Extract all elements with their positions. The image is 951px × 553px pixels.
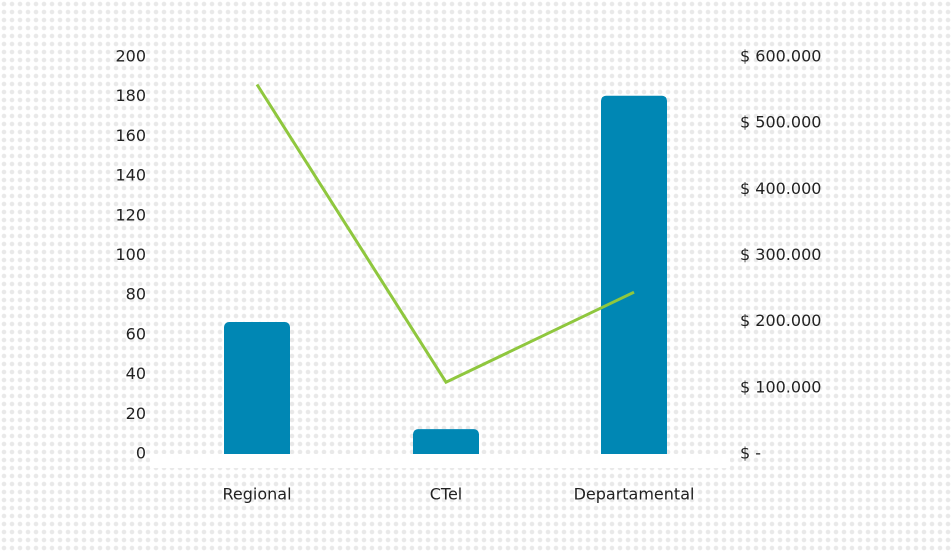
- y-right-tick-label: $ -: [740, 444, 761, 463]
- y-left-tick-label: 40: [126, 364, 146, 383]
- y-right-tick-label: $ 400.000: [740, 179, 821, 198]
- category-label: CTel: [430, 485, 463, 504]
- y-left-tick-label: 0: [136, 444, 146, 463]
- category-label: Departamental: [574, 485, 695, 504]
- y-left-tick-label: 100: [115, 245, 146, 264]
- bar: [224, 322, 290, 459]
- y-left-tick-label: 60: [126, 324, 146, 343]
- y-left-tick-label: 20: [126, 404, 146, 423]
- y-right-tick-label: $ 100.000: [740, 377, 821, 396]
- y-left-tick-label: 80: [126, 285, 146, 304]
- y-right-tick-label: $ 300.000: [740, 245, 821, 264]
- y-right-tick-label: $ 500.000: [740, 113, 821, 132]
- y-left-tick-label: 120: [115, 205, 146, 224]
- bar: [601, 96, 667, 459]
- y-left-tick-label: 160: [115, 126, 146, 145]
- y-left-tick-label: 200: [115, 47, 146, 66]
- line-series: [257, 85, 634, 383]
- y-right-tick-label: $ 200.000: [740, 311, 821, 330]
- y-right-tick-label: $ 600.000: [740, 47, 821, 66]
- category-label: Regional: [222, 485, 291, 504]
- y-left-tick-label: 140: [115, 166, 146, 185]
- y-left-tick-label: 180: [115, 86, 146, 105]
- baseline-mask: [150, 454, 730, 468]
